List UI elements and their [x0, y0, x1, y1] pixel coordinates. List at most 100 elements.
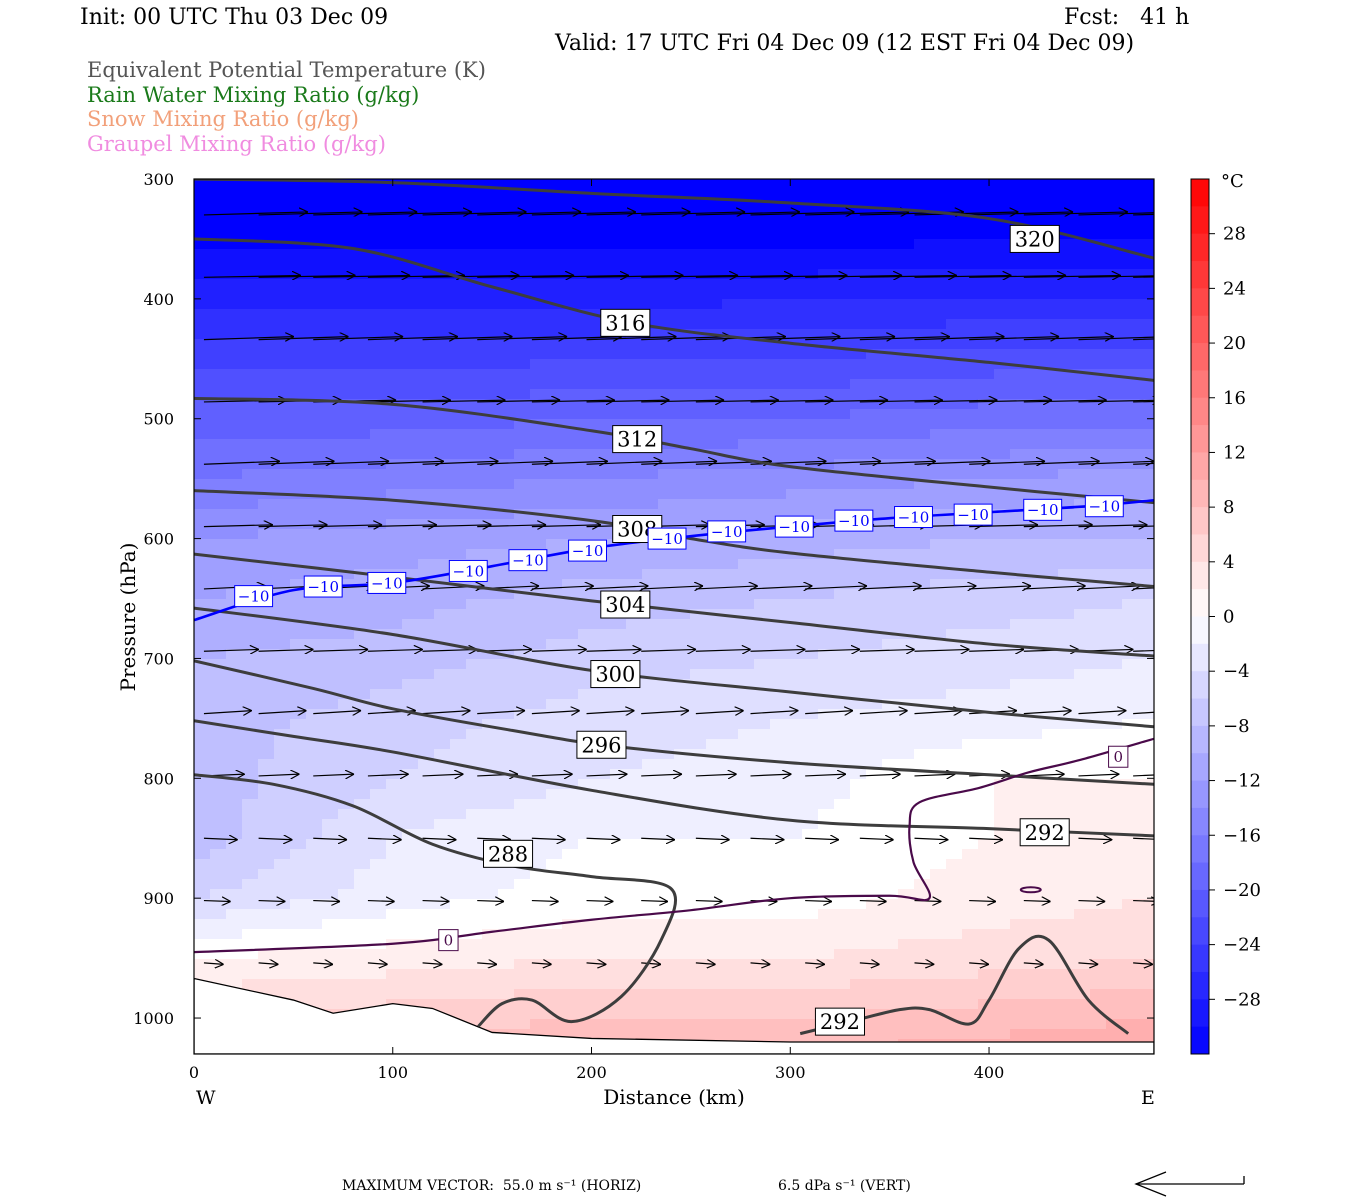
temperature-cell [306, 839, 323, 850]
temperature-cell [1074, 789, 1091, 800]
temperature-cell [1122, 919, 1139, 930]
temperature-cell [210, 829, 227, 840]
temperature-cell [786, 219, 803, 230]
temperature-cell [754, 929, 771, 940]
temperature-cell [962, 839, 979, 850]
temperature-cell [626, 829, 643, 840]
temperature-cell [370, 909, 387, 920]
temperature-cell [802, 469, 819, 480]
temperature-cell [722, 379, 739, 390]
temperature-cell [306, 759, 323, 770]
temperature-cell [914, 539, 931, 550]
temperature-cell [690, 899, 707, 910]
temperature-cell [194, 829, 211, 840]
temperature-cell [882, 919, 899, 930]
temperature-cell [946, 859, 963, 870]
temperature-cell [386, 609, 403, 620]
temperature-cell [1010, 409, 1027, 420]
temperature-cell [434, 559, 451, 570]
temperature-cell [386, 719, 403, 730]
temperature-cell [322, 419, 339, 430]
temperature-cell [1074, 589, 1091, 600]
temperature-cell [898, 719, 915, 730]
temperature-cell [530, 299, 547, 310]
temperature-cell [546, 769, 563, 780]
temperature-cell [658, 509, 675, 520]
temperature-cell [386, 309, 403, 320]
temperature-cell [418, 989, 435, 1000]
temperature-cell [1010, 629, 1027, 640]
temperature-cell [402, 879, 419, 890]
temperature-cell [786, 249, 803, 260]
temperature-cell [1026, 629, 1043, 640]
temperature-cell [770, 279, 787, 290]
temperature-cell [898, 759, 915, 770]
temperature-cell [674, 489, 691, 500]
temperature-cell [930, 839, 947, 850]
temperature-cell [226, 179, 243, 190]
temperature-cell [786, 649, 803, 660]
temperature-cell [562, 219, 579, 230]
temperature-cell [546, 489, 563, 500]
temperature-cell [898, 249, 915, 260]
temperature-cell [482, 269, 499, 280]
temperature-cell [786, 479, 803, 490]
temperature-cell [290, 539, 307, 550]
temperature-cell [290, 329, 307, 340]
temperature-cell [994, 549, 1011, 560]
temperature-cell [962, 399, 979, 410]
temperature-cell [546, 989, 563, 1000]
temperature-cell [466, 879, 483, 890]
temperature-cell [818, 249, 835, 260]
temperature-cell [498, 239, 515, 250]
temperature-cell [722, 569, 739, 580]
temperature-cell [882, 449, 899, 460]
temperature-cell [466, 399, 483, 410]
temperature-cell [642, 409, 659, 420]
temperature-cell [1042, 569, 1059, 580]
temperature-cell [1106, 439, 1123, 450]
temperature-cell [306, 769, 323, 780]
temperature-cell [802, 179, 819, 190]
temperature-cell [370, 839, 387, 850]
temperature-cell [434, 769, 451, 780]
temperature-cell [242, 759, 259, 770]
temperature-cell [498, 969, 515, 980]
temperature-cell [194, 759, 211, 770]
temperature-cell [610, 909, 627, 920]
temperature-cell [1042, 929, 1059, 940]
temperature-cell [466, 229, 483, 240]
temperature-cell [226, 749, 243, 760]
temperature-cell [418, 649, 435, 660]
temperature-cell [770, 489, 787, 500]
temperature-cell [706, 229, 723, 240]
temperature-cell [386, 379, 403, 390]
temperature-cell [818, 509, 835, 520]
temperature-cell [738, 299, 755, 310]
temperature-cell [658, 649, 675, 660]
temperature-cell [946, 469, 963, 480]
temperature-cell [898, 419, 915, 430]
temperature-cell [898, 389, 915, 400]
temperature-cell [1122, 989, 1139, 1000]
temperature-cell [450, 599, 467, 610]
temperature-cell [802, 369, 819, 380]
temperature-cell [1106, 939, 1123, 950]
temperature-cell [418, 479, 435, 490]
temperature-cell [338, 949, 355, 960]
temperature-cell [690, 219, 707, 230]
temperature-cell [994, 269, 1011, 280]
temperature-cell [402, 739, 419, 750]
temperature-cell [946, 739, 963, 750]
temperature-cell [1106, 879, 1123, 890]
temperature-cell [1090, 759, 1107, 770]
temperature-cell [882, 659, 899, 670]
temperature-cell [1010, 909, 1027, 920]
temperature-cell [546, 519, 563, 530]
temperature-cell [802, 669, 819, 680]
temperature-cell [818, 889, 835, 900]
temperature-cell [1122, 379, 1139, 390]
temperature-cell [1138, 359, 1154, 370]
temperature-cell [786, 699, 803, 710]
temperature-cell [210, 839, 227, 850]
